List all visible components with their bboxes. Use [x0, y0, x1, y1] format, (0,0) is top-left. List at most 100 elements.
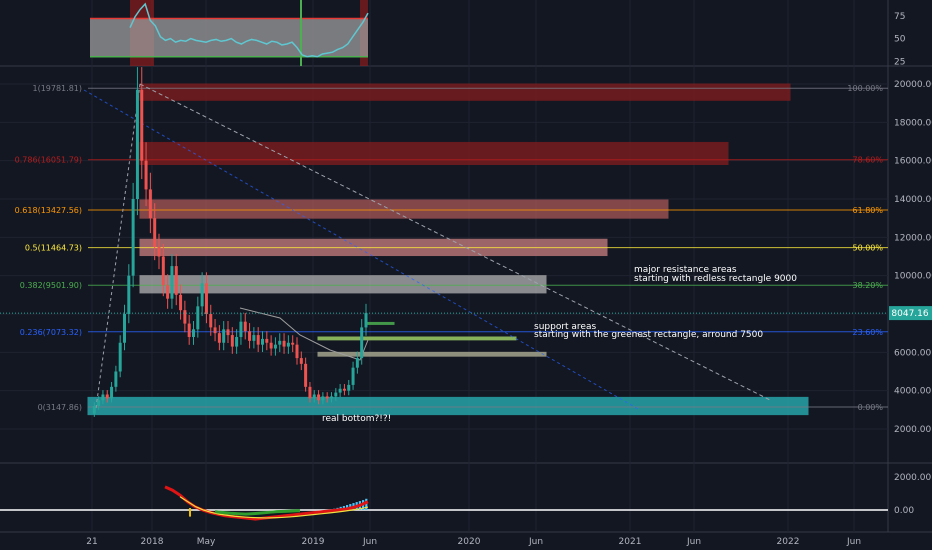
price-axis-tick: 18000.00: [894, 118, 932, 128]
candle-body: [226, 329, 230, 336]
candle-body: [248, 331, 252, 341]
fib-percent-label: 100.00%: [847, 84, 883, 93]
time-axis: 21 2018 May 2019 Jun 2020 Jun 2021 Jun 2022 Jun: [86, 537, 861, 547]
time-tick-label: Jun: [362, 537, 377, 547]
top-axis-tick: 50: [894, 35, 906, 45]
candle-body: [140, 89, 144, 161]
candle-body: [347, 384, 351, 391]
candle-body: [105, 394, 109, 399]
candle-body: [101, 394, 105, 401]
candle-body: [131, 199, 135, 276]
candle-body: [243, 321, 247, 332]
candle-body: [291, 342, 295, 345]
fib-level-label: 0.786(16051.79): [15, 156, 82, 165]
candle-body: [351, 367, 355, 385]
yellow-oscillator-line: [179, 496, 369, 519]
resistance-zone: [139, 83, 791, 101]
support-zone: [365, 321, 395, 325]
support-zone: [317, 336, 517, 341]
annotations: major resistance areas starting with red…: [322, 265, 797, 424]
candle-body: [97, 400, 101, 406]
candle-body: [330, 396, 333, 399]
trend-line: [139, 83, 771, 401]
candle-body: [325, 396, 329, 399]
candle-body: [364, 313, 368, 328]
candle-body: [235, 337, 239, 347]
price-axis-tick: 12000.00: [894, 233, 932, 243]
fib-level-label: 0.618(13427.56): [15, 206, 82, 215]
bottom-oscillator-panel: [0, 485, 888, 521]
candle-body: [342, 388, 346, 391]
current-price-value: 8047.16: [891, 309, 928, 319]
fib-percent-label: 78.60%: [852, 156, 883, 165]
candle-body: [252, 335, 256, 341]
candle-body: [217, 333, 221, 343]
candle-body: [321, 396, 325, 401]
candle-body: [286, 342, 290, 347]
time-tick-label: 21: [86, 537, 97, 547]
time-tick-label: 2021: [619, 537, 642, 547]
candle-body: [295, 344, 299, 359]
candle-body: [170, 266, 174, 299]
candle-body: [265, 338, 269, 343]
candle-body: [157, 246, 161, 257]
price-axis-tick: 10000.00: [894, 272, 932, 282]
price-axis-tick: 6000.00: [894, 348, 931, 358]
price-axis-tick: 4000.00: [894, 387, 931, 397]
histogram-bar: [365, 498, 368, 510]
time-tick-label: Jun: [686, 537, 701, 547]
candle-body: [230, 335, 234, 347]
bottom-note: real bottom?!?!: [322, 414, 391, 424]
candle-body: [360, 327, 364, 359]
candle-body: [161, 256, 165, 286]
candle-body: [153, 218, 157, 247]
candle-body: [166, 285, 170, 299]
top-axis-tick: 25: [894, 57, 905, 67]
candle-body: [261, 338, 264, 345]
resistance-zone: [139, 275, 547, 294]
candle-body: [179, 294, 183, 311]
candle-body: [334, 392, 338, 397]
candle-body: [92, 406, 96, 414]
fib-level-label: 0(3147.86): [38, 403, 82, 412]
time-tick-label: 2019: [302, 537, 325, 547]
candle-body: [282, 340, 286, 347]
candle-body: [338, 388, 342, 393]
top-oscillator-panel: [90, 0, 369, 66]
current-price-tag: [889, 306, 932, 321]
time-tick-label: Jun: [528, 537, 543, 547]
trend-line: [95, 83, 141, 409]
candle-body: [317, 394, 321, 401]
support-zone: [317, 351, 547, 357]
resistance-zone: [139, 141, 729, 165]
candle-body: [256, 335, 260, 345]
fib-percent-label: 23.60%: [852, 328, 883, 337]
candle-body: [183, 310, 187, 324]
candle-body: [209, 314, 213, 328]
candle-body: [308, 386, 312, 399]
candle-body: [174, 266, 178, 295]
top-axis-tick: 75: [894, 12, 905, 22]
candle-body: [299, 358, 303, 364]
fib-percent-label: 61.80%: [852, 206, 883, 215]
price-axis-tick: 14000.00: [894, 195, 932, 205]
candle-body: [278, 340, 282, 345]
candle-body: [196, 306, 200, 330]
candle-body: [114, 371, 118, 387]
support-detail: starting with the greenest rectangle, ar…: [534, 330, 763, 340]
price-axis-tick: 16000.00: [894, 157, 932, 167]
candle-body: [127, 275, 131, 314]
candle-body: [110, 386, 114, 399]
chart-grid: [0, 0, 932, 533]
candle-body: [148, 189, 152, 219]
red-oscillator-line: [164, 485, 369, 521]
bottom-axis-tick: 2000.00: [894, 473, 931, 483]
price-axis: 75 50 25 20000.00 18000.00 16000.00 14000.00 12…: [889, 12, 932, 516]
fib-percent-label: 38.20%: [852, 281, 883, 290]
candle-body: [239, 321, 243, 337]
resistance-detail: starting with redless rectangle 9000: [634, 274, 797, 284]
fib-percent-label: 50.00%: [852, 244, 883, 253]
resistance-zone: [139, 199, 669, 219]
candle-body: [204, 283, 208, 314]
